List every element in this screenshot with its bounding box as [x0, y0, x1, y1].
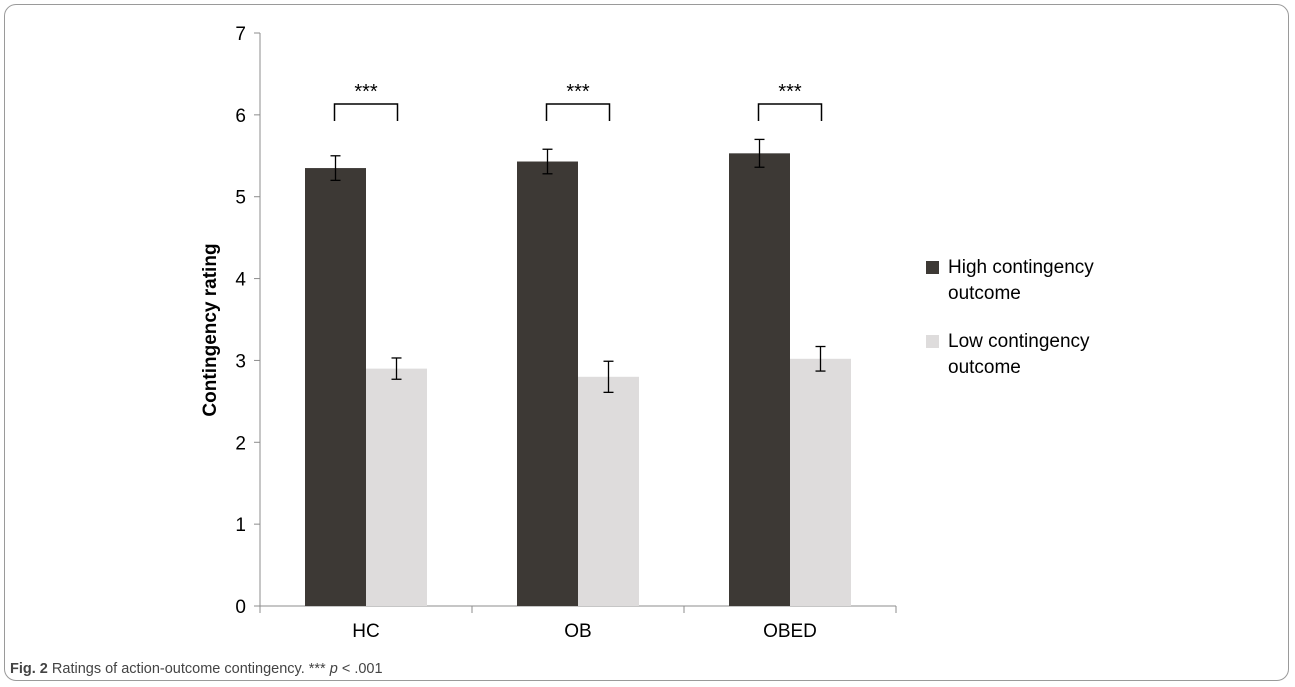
bar-high-contingency	[729, 153, 790, 606]
figure-frame	[4, 4, 1289, 681]
chart-bars	[305, 153, 851, 607]
legend-swatch-high	[926, 261, 939, 274]
legend-item-high: High contingency outcome	[926, 255, 1126, 307]
y-tick-label: 5	[235, 188, 246, 209]
caption-p-symbol: p	[329, 661, 338, 677]
caption-p-value: < .001	[337, 661, 383, 677]
y-tick-label: 3	[235, 351, 246, 372]
legend-label-high-line1: High contingency	[948, 257, 1094, 278]
bar-low-contingency	[578, 376, 639, 606]
bar-high-contingency	[305, 168, 366, 607]
bar-high-contingency	[517, 161, 578, 606]
x-category-label: HC	[352, 621, 379, 642]
x-category-label: OB	[564, 621, 591, 642]
y-tick-label: 0	[235, 597, 246, 618]
figure-caption: Fig. 2 Ratings of action-outcome conting…	[10, 661, 383, 677]
significance-bracket	[333, 103, 399, 121]
bar-low-contingency	[366, 368, 427, 606]
y-axis-label: Contingency rating	[200, 243, 221, 416]
significance-bracket	[757, 103, 823, 121]
y-tick-label: 4	[235, 270, 246, 291]
significance-label: ***	[566, 81, 590, 103]
significance-label: ***	[354, 81, 378, 103]
significance-label: ***	[778, 81, 802, 103]
legend-label-low-line2: outcome	[948, 357, 1021, 378]
x-category-label: OBED	[763, 621, 817, 642]
significance-brackets: *** *** ***	[333, 81, 823, 121]
y-tick-label: 1	[235, 515, 246, 536]
y-tick-label: 6	[235, 106, 246, 127]
y-tick-label: 7	[235, 24, 246, 45]
caption-text: Ratings of action-outcome contingency. *…	[51, 661, 330, 677]
caption-figure-label: Fig. 2	[10, 661, 48, 677]
chart-legend: High contingency outcome Low contingency…	[926, 255, 1126, 403]
y-tick-label: 2	[235, 433, 246, 454]
significance-bracket	[545, 103, 611, 121]
bar-low-contingency	[790, 358, 851, 606]
error-bars	[330, 138, 826, 394]
legend-swatch-low	[926, 335, 939, 348]
legend-label-low-line1: Low contingency	[948, 331, 1090, 352]
legend-item-low: Low contingency outcome	[926, 329, 1126, 381]
legend-label-high-line2: outcome	[948, 283, 1021, 304]
